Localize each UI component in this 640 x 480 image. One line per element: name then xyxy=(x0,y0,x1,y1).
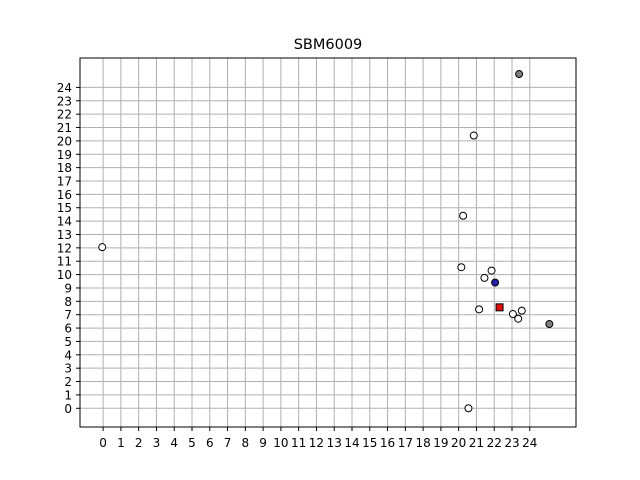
data-point-plain xyxy=(457,263,466,272)
x-tick-label: 17 xyxy=(398,436,413,450)
x-tick-label: 4 xyxy=(170,436,178,450)
x-tick-label: 13 xyxy=(327,436,342,450)
plot-frame xyxy=(79,57,577,428)
x-tick-label: 21 xyxy=(469,436,484,450)
x-tick-label: 8 xyxy=(242,436,250,450)
y-tick-label: 24 xyxy=(57,81,72,95)
y-tick-label: 17 xyxy=(57,175,72,189)
y-tick-label: 12 xyxy=(57,241,72,255)
y-tick-label: 22 xyxy=(57,108,72,122)
x-tick-label: 19 xyxy=(433,436,448,450)
y-tick-label: 5 xyxy=(64,335,72,349)
y-tick-label: 8 xyxy=(64,295,72,309)
data-point-red-square xyxy=(495,303,504,312)
x-tick-label: 23 xyxy=(504,436,519,450)
x-tick-label: 2 xyxy=(135,436,143,450)
x-tick-label: 9 xyxy=(259,436,267,450)
x-tick-label: 3 xyxy=(153,436,161,450)
data-point-plain xyxy=(464,404,473,413)
y-tick-label: 14 xyxy=(57,215,72,229)
x-tick-label: 24 xyxy=(522,436,537,450)
x-tick-label: 7 xyxy=(224,436,232,450)
data-point-highlight_gray xyxy=(545,320,554,329)
x-tick-label: 22 xyxy=(487,436,502,450)
data-point-plain xyxy=(475,305,484,314)
x-tick-label: 20 xyxy=(451,436,466,450)
data-point-plain xyxy=(508,310,517,319)
grid xyxy=(80,58,576,427)
x-tick-label: 1 xyxy=(117,436,125,450)
data-point-plain xyxy=(514,314,523,323)
x-tick-label: 18 xyxy=(415,436,430,450)
x-tick-label: 11 xyxy=(291,436,306,450)
y-tick-label: 4 xyxy=(64,348,72,362)
x-tick-label: 10 xyxy=(273,436,288,450)
y-tick-label: 6 xyxy=(64,322,72,336)
y-tick-label: 1 xyxy=(64,388,72,402)
data-point-plain xyxy=(98,243,107,252)
y-tick-label: 9 xyxy=(64,281,72,295)
data-points xyxy=(98,70,554,413)
y-tick-label: 11 xyxy=(57,255,72,269)
data-point-plain xyxy=(487,266,496,275)
y-tick-label: 15 xyxy=(57,201,72,215)
x-tick-label: 14 xyxy=(344,436,359,450)
data-point-blue xyxy=(491,278,500,287)
x-tick-label: 16 xyxy=(380,436,395,450)
y-tick-label: 10 xyxy=(57,268,72,282)
data-point-plain xyxy=(517,306,526,315)
data-point-plain xyxy=(480,273,489,282)
y-tick-label: 20 xyxy=(57,134,72,148)
x-tick-label: 6 xyxy=(206,436,214,450)
y-tick-label: 7 xyxy=(64,308,72,322)
chart-title: SBM6009 xyxy=(294,37,363,53)
y-tick-label: 2 xyxy=(64,375,72,389)
y-tick-label: 19 xyxy=(57,148,72,162)
data-point-highlight_gray xyxy=(515,70,524,79)
data-point-plain xyxy=(459,211,468,220)
y-tick-label: 3 xyxy=(64,362,72,376)
y-tick-label: 21 xyxy=(57,121,72,135)
x-tick-label: 0 xyxy=(99,436,107,450)
y-tick-label: 23 xyxy=(57,94,72,108)
x-tick-label: 5 xyxy=(188,436,196,450)
x-tick-label: 15 xyxy=(362,436,377,450)
y-tick-label: 16 xyxy=(57,188,72,202)
data-point-plain xyxy=(469,131,478,140)
y-tick-label: 0 xyxy=(64,402,72,416)
y-tick-label: 18 xyxy=(57,161,72,175)
x-tick-label: 12 xyxy=(309,436,324,450)
y-tick-label: 13 xyxy=(57,228,72,242)
x-axis: 0 1 2 3 4 5 6 7 8 9 10 11 12 13 14 15 16 17 18 19 20 21 22 23 24 xyxy=(99,427,537,450)
